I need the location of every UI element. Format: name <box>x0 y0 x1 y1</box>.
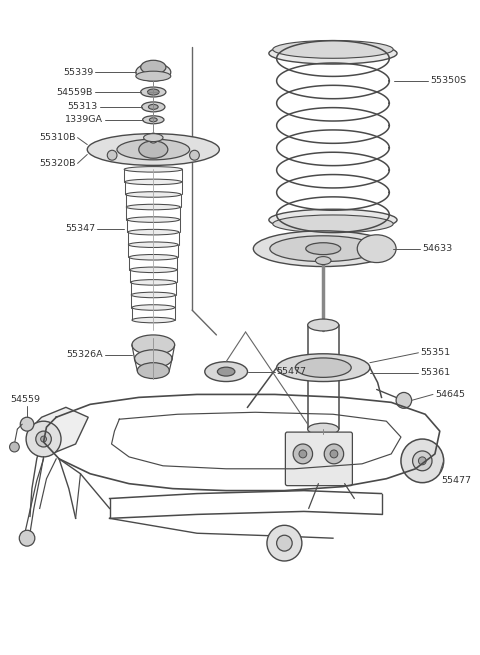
Circle shape <box>267 525 302 561</box>
Ellipse shape <box>126 192 181 197</box>
Circle shape <box>20 417 34 431</box>
Ellipse shape <box>124 166 182 172</box>
Ellipse shape <box>131 292 175 298</box>
Ellipse shape <box>270 236 377 261</box>
Ellipse shape <box>139 141 168 159</box>
Ellipse shape <box>147 89 159 95</box>
Text: 1339GA: 1339GA <box>65 115 103 124</box>
Circle shape <box>324 444 344 464</box>
Ellipse shape <box>129 255 178 260</box>
Text: 55477: 55477 <box>276 367 307 376</box>
Ellipse shape <box>315 257 331 265</box>
Text: 55320B: 55320B <box>39 159 76 168</box>
Text: 54559: 54559 <box>11 395 40 404</box>
Text: 55313: 55313 <box>68 102 98 111</box>
Ellipse shape <box>137 363 169 379</box>
Ellipse shape <box>126 204 180 210</box>
Polygon shape <box>30 407 88 454</box>
Text: 55339: 55339 <box>63 67 93 77</box>
Ellipse shape <box>144 134 163 141</box>
Ellipse shape <box>142 102 165 112</box>
Ellipse shape <box>128 229 179 235</box>
Text: 55350S: 55350S <box>430 77 466 85</box>
Ellipse shape <box>130 267 177 272</box>
Ellipse shape <box>269 43 397 64</box>
Circle shape <box>293 444 312 464</box>
Circle shape <box>41 436 47 442</box>
Text: 54633: 54633 <box>422 244 453 253</box>
Circle shape <box>10 442 19 452</box>
Ellipse shape <box>134 350 172 367</box>
Circle shape <box>276 535 292 551</box>
Circle shape <box>299 450 307 458</box>
Ellipse shape <box>132 305 175 310</box>
Ellipse shape <box>129 242 178 248</box>
Ellipse shape <box>132 335 175 355</box>
Ellipse shape <box>141 87 166 97</box>
FancyBboxPatch shape <box>286 432 352 485</box>
Ellipse shape <box>276 354 370 382</box>
Ellipse shape <box>253 231 393 267</box>
Ellipse shape <box>308 319 339 331</box>
Circle shape <box>148 133 158 143</box>
Text: 55361: 55361 <box>420 368 451 377</box>
Circle shape <box>396 392 412 408</box>
Ellipse shape <box>136 64 171 81</box>
Text: 54559B: 54559B <box>57 88 93 96</box>
Text: 55477: 55477 <box>442 476 472 485</box>
Circle shape <box>419 457 426 465</box>
Circle shape <box>330 450 338 458</box>
Text: 55347: 55347 <box>65 225 95 233</box>
Ellipse shape <box>125 179 182 185</box>
Ellipse shape <box>357 234 396 263</box>
Ellipse shape <box>295 358 351 377</box>
Ellipse shape <box>205 362 248 382</box>
Ellipse shape <box>132 317 175 323</box>
Ellipse shape <box>143 116 164 124</box>
Circle shape <box>190 150 199 160</box>
Circle shape <box>107 150 117 160</box>
Circle shape <box>26 421 61 457</box>
Ellipse shape <box>273 215 393 233</box>
Ellipse shape <box>269 209 397 231</box>
Ellipse shape <box>306 243 341 255</box>
Text: 55310B: 55310B <box>39 133 76 142</box>
Ellipse shape <box>136 71 171 81</box>
Text: 55326A: 55326A <box>66 350 103 359</box>
Circle shape <box>401 439 444 483</box>
Ellipse shape <box>148 104 158 109</box>
Ellipse shape <box>117 140 190 160</box>
Text: 55351: 55351 <box>420 348 451 357</box>
Text: 54645: 54645 <box>435 390 465 399</box>
Ellipse shape <box>149 118 157 122</box>
Ellipse shape <box>217 367 235 376</box>
Ellipse shape <box>131 280 176 285</box>
Ellipse shape <box>141 60 166 74</box>
Ellipse shape <box>273 41 393 58</box>
Ellipse shape <box>87 134 219 165</box>
Circle shape <box>36 431 51 447</box>
Circle shape <box>19 531 35 546</box>
Ellipse shape <box>127 217 180 222</box>
Circle shape <box>413 451 432 471</box>
Ellipse shape <box>308 423 339 435</box>
